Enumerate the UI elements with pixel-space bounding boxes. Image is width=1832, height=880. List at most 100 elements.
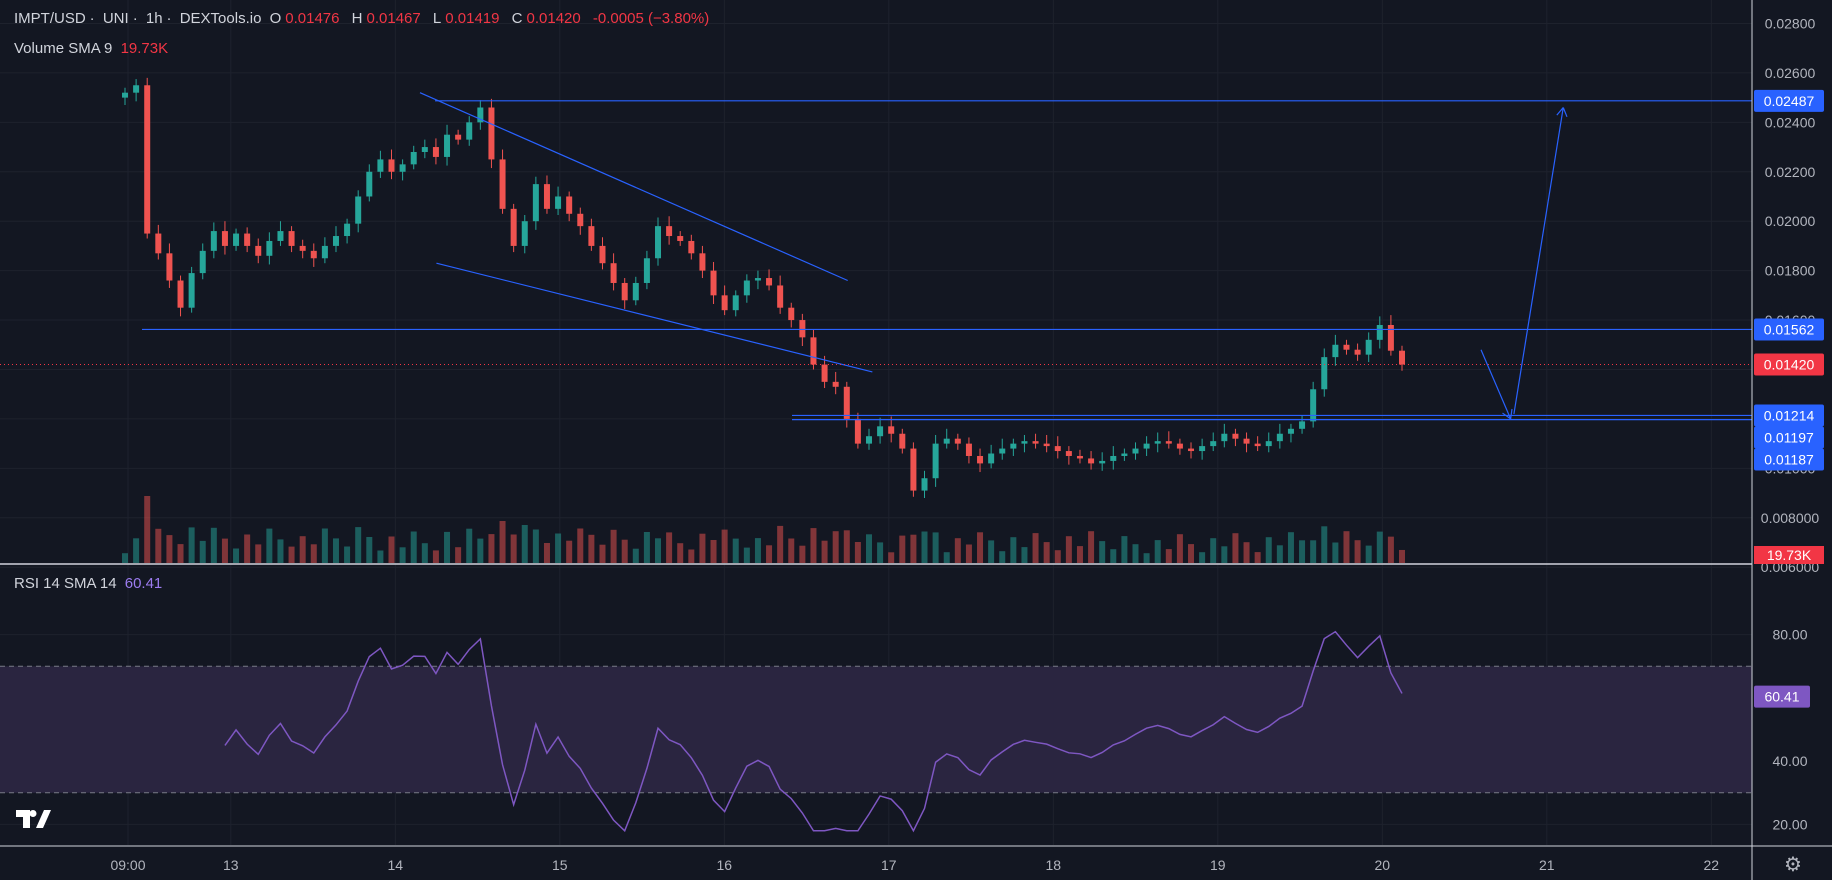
candle-body: [1265, 441, 1272, 447]
candle-body: [466, 122, 473, 140]
candle-body: [1354, 349, 1361, 355]
volume-bar: [410, 531, 417, 563]
candle-body: [377, 159, 384, 172]
candle-body: [1310, 389, 1317, 422]
volume-badge: [1754, 546, 1824, 564]
candle-body: [166, 253, 173, 281]
source-label: DEXTools.io: [179, 10, 262, 27]
volume-bar: [1110, 549, 1117, 563]
price-axis-label: 0.008000: [1761, 510, 1820, 526]
candle-body: [888, 426, 895, 434]
volume-bar: [188, 527, 195, 563]
symbol-name[interactable]: IMPT/USD: [14, 10, 86, 27]
candle-body: [1154, 441, 1161, 444]
volume-bar: [1065, 536, 1072, 563]
volume-bar: [1132, 544, 1139, 563]
candle-body: [821, 364, 828, 382]
drawing-projection-up: [1513, 107, 1564, 415]
price-badge-text: 0.01197: [1764, 429, 1814, 445]
candle-body: [1176, 443, 1183, 449]
rsi-line: [224, 630, 1403, 833]
candle-body: [1088, 458, 1095, 464]
candle-body: [1276, 433, 1283, 442]
drawings[interactable]: [0, 92, 1752, 421]
volume-bar: [1210, 538, 1217, 563]
candle-body: [344, 223, 351, 237]
rsi-axis-label: 40.00: [1772, 753, 1807, 769]
volume-bar: [1043, 542, 1050, 563]
volume-bar: [910, 534, 917, 563]
candle-body: [843, 386, 850, 419]
volume-bar: [1276, 545, 1283, 563]
arrow-head: [1562, 107, 1568, 118]
candle-body: [332, 236, 339, 246]
volume-bar: [854, 542, 861, 563]
gear-icon[interactable]: ⚙: [1784, 854, 1802, 876]
candle-body: [221, 231, 228, 246]
time-axis-label: 17: [881, 857, 897, 873]
volume-bar: [1076, 546, 1083, 563]
candles[interactable]: [122, 77, 1405, 499]
symbol-legend[interactable]: IMPT/USD · UNI · 1h · DEXTools.io O 0.01476 …: [14, 10, 713, 27]
c-letter: C: [511, 10, 523, 27]
axes[interactable]: 0.02800 0.02600 0.02400 0.02200 0.02000 0.018…: [110, 15, 1824, 873]
volume-bar: [632, 548, 639, 563]
candle-body: [255, 245, 262, 256]
candle-body: [388, 159, 395, 172]
volume-bar: [266, 528, 273, 563]
volume-bar: [1088, 531, 1095, 563]
candle-body: [133, 85, 140, 93]
change-value: -0.0005 (−3.80%): [592, 10, 710, 27]
candle-body: [277, 231, 284, 241]
candle-body: [1343, 344, 1350, 350]
volume-bar: [821, 540, 828, 563]
drawing-channel-upper: [419, 92, 848, 282]
candle-body: [421, 147, 428, 152]
candle-body: [532, 184, 539, 222]
exchange-name: UNI: [102, 10, 129, 27]
candle-body: [1032, 441, 1039, 444]
candle-body: [1199, 446, 1206, 452]
candle-body: [1287, 428, 1294, 434]
volume-bar: [1232, 533, 1239, 563]
open-label: O 0.01476: [270, 10, 344, 27]
rsi-band-fill: [0, 666, 1752, 793]
volume-bar: [655, 538, 662, 563]
rsi-legend[interactable]: RSI 14 SMA 14 60.41: [14, 575, 166, 592]
time-axis-label: 22: [1704, 857, 1720, 873]
candle-body: [1021, 441, 1028, 444]
volume-bar: [1099, 541, 1106, 563]
candle-body: [1254, 443, 1261, 447]
volume-bar: [666, 532, 673, 563]
candle-body: [1110, 455, 1117, 461]
interval-label[interactable]: 1h: [145, 10, 163, 27]
volume-bar: [366, 537, 373, 563]
candle-body: [299, 245, 306, 251]
candle-body: [655, 226, 662, 259]
volume-bar: [943, 552, 950, 563]
volume-bar: [1154, 540, 1161, 563]
price-axis-label: 0.02000: [1765, 213, 1816, 229]
volume-bar: [1387, 536, 1394, 563]
volume-bar: [555, 533, 562, 563]
candle-body: [777, 285, 784, 308]
open-value: 0.01476: [285, 10, 340, 27]
volume-bar: [1343, 531, 1350, 563]
candle-body: [1399, 350, 1405, 365]
candle-body: [588, 226, 595, 246]
volume-legend[interactable]: Volume SMA 9 19.73K: [14, 40, 172, 57]
volume-bar: [1054, 550, 1061, 563]
volume-bar: [233, 548, 240, 563]
tradingview-logo-icon[interactable]: [14, 806, 52, 832]
volume-bar: [999, 551, 1006, 563]
volume-bar: [1143, 553, 1150, 563]
candle-body: [865, 436, 872, 444]
time-axis-label: 09:00: [110, 857, 145, 873]
candle-body: [721, 295, 728, 311]
candle-body: [144, 85, 151, 234]
volume-bar: [743, 547, 750, 563]
candle-body: [688, 240, 695, 254]
candle-body: [399, 164, 406, 172]
